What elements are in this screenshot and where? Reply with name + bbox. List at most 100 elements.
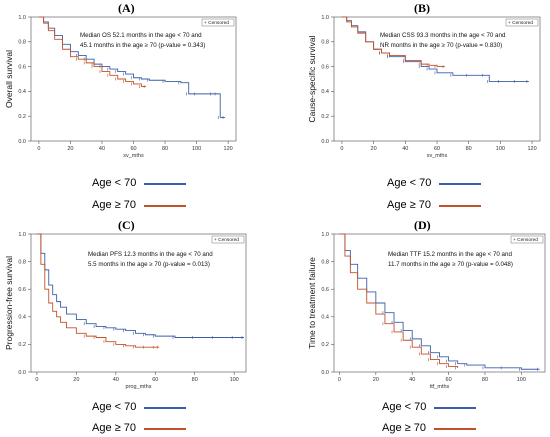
x-tick-label: 60: [152, 377, 158, 383]
x-tick-label: 60: [446, 377, 452, 383]
legend-d-over70-swatch: [433, 427, 476, 430]
legend-a-under70-label: Age < 70: [92, 177, 137, 189]
x-tick-label: 20: [67, 146, 73, 152]
km-chart-c: 0.0 0.2 0.4 0.6 0.8 1.0 0 20 40 60 80 100 prog_mths P…: [4, 232, 247, 390]
km-chart-b: 0.0 0.2 0.4 0.6 0.8 1.0 0 20 40 60 80 100 120 sv_mths…: [307, 15, 541, 159]
y-axis-label: Time to treatment failure: [307, 257, 317, 349]
legend-b-over70-label: Age ≥ 70: [387, 199, 431, 211]
y-tick-label: 1.0: [321, 15, 329, 21]
x-tick-label: 80: [482, 377, 488, 383]
x-tick-label: 0: [37, 146, 40, 152]
y-tick-label: 0.6: [321, 64, 329, 70]
x-tick-label: 40: [99, 146, 105, 152]
y-tick-label: 0.0: [18, 370, 26, 376]
y-tick-label: 0.4: [18, 315, 26, 321]
legend-d-under70: Age < 70: [382, 401, 477, 413]
panel-a-label: (A): [118, 1, 135, 15]
y-tick-label: 1.0: [18, 232, 26, 238]
x-tick-label: 60: [130, 146, 136, 152]
legend-c-under70-label: Age < 70: [92, 401, 137, 413]
censored-key-label: + Censored: [214, 237, 239, 243]
median-note-line-2: 5.5 months in the age ≥ 70 (p-value = 0.…: [88, 261, 210, 268]
legend-a-over70-label: Age ≥ 70: [92, 199, 136, 211]
panel-d-label: (D): [414, 218, 431, 232]
legend-c-under70-swatch: [144, 406, 187, 409]
legend-b-over70: Age ≥ 70: [387, 200, 481, 211]
median-note-line-2: NR months in the age ≥ 70 (p-value = 0.8…: [380, 42, 502, 49]
y-tick-label: 0.4: [18, 89, 26, 95]
x-tick-label: 20: [373, 377, 379, 383]
y-tick-label: 0.0: [321, 370, 329, 376]
km-curve-over70: [341, 16, 445, 68]
legend-a-over70: Age ≥ 70: [92, 200, 186, 211]
median-note-line-1: Median CSS 93.3 months in the age < 70 a…: [380, 32, 506, 39]
x-tick-label: 20: [73, 377, 79, 383]
legend-c-under70: Age < 70: [92, 401, 187, 413]
legend-d-over70-label: Age ≥ 70: [382, 422, 426, 434]
x-axis-label: sv_mths: [427, 153, 448, 159]
plot-frame: [30, 233, 247, 373]
y-tick-label: 1.0: [321, 232, 329, 238]
km-chart-d: 0.0 0.2 0.4 0.6 0.8 1.0 0 20 40 60 80 100 ttf_mths Ti…: [307, 232, 546, 390]
y-axis-label: Progression-free survival: [4, 256, 14, 350]
km-curve-over70: [36, 233, 160, 348]
legend-b-over70-swatch: [438, 204, 481, 207]
x-tick-label: 100: [230, 377, 239, 383]
y-tick-label: 0.8: [18, 40, 26, 46]
y-tick-label: 0.6: [18, 287, 26, 293]
x-tick-label: 100: [496, 146, 505, 152]
y-tick-label: 1.0: [18, 15, 26, 21]
censored-key: + Censored: [201, 18, 235, 27]
y-axis-label: Overall survival: [4, 50, 14, 108]
censored-key-label: + Censored: [508, 20, 533, 26]
km-curve-over70: [38, 16, 147, 87]
censored-key-box: [505, 18, 539, 27]
censored-key-box: [211, 235, 245, 244]
median-note-line-1: Median PFS 12.3 months in the age < 70 a…: [88, 251, 213, 258]
legend-d-under70-swatch: [434, 406, 477, 409]
legend-c-over70: Age ≥ 70: [92, 423, 186, 434]
median-note-line-1: Median TTF 15.2 months in the age < 70 a…: [388, 251, 512, 258]
legend-a-over70-swatch: [143, 204, 186, 207]
x-tick-label: 100: [517, 377, 526, 383]
y-tick-label: 0.8: [321, 259, 329, 265]
y-tick-label: 0.6: [321, 287, 329, 293]
y-tick-label: 0.8: [18, 259, 26, 265]
y-tick-label: 0.4: [321, 89, 329, 95]
censored-key-label: + Censored: [204, 20, 229, 26]
x-tick-label: 120: [527, 146, 536, 152]
censored-key-box: [510, 235, 544, 244]
x-tick-label: 100: [192, 146, 201, 152]
y-tick-label: 0.6: [18, 64, 26, 70]
legend-c-over70-swatch: [143, 427, 186, 430]
legend-b-under70: Age < 70: [387, 178, 482, 189]
legend-a-under70: Age < 70: [92, 177, 187, 189]
median-note-line-1: Median OS 52.1 months in the age < 70 an…: [80, 32, 202, 39]
x-tick-label: 80: [162, 146, 168, 152]
legend-d-under70-label: Age < 70: [382, 401, 427, 413]
median-note-line-2: 11.7 months in the age ≥ 70 (p-value = 0…: [388, 261, 513, 268]
x-tick-label: 120: [224, 146, 233, 152]
x-axis-label: ttf_mths: [430, 384, 450, 390]
km-curve-under70: [38, 16, 225, 118]
x-tick-label: 0: [340, 146, 343, 152]
y-tick-label: 0.0: [18, 139, 26, 145]
y-tick-label: 0.4: [321, 315, 329, 321]
x-tick-label: 40: [402, 146, 408, 152]
x-tick-label: 0: [35, 377, 38, 383]
censored-key-box: [201, 18, 235, 27]
y-tick-label: 0.2: [18, 342, 26, 348]
plot-frame: [333, 16, 541, 142]
plot-frame: [30, 16, 237, 142]
y-tick-label: 0.0: [321, 139, 329, 145]
km-chart-a: 0.0 0.2 0.4 0.6 0.8 1.0 0 20 40 60 80 100 120 sv_mths…: [4, 15, 237, 159]
legend-c-over70-label: Age ≥ 70: [92, 422, 136, 434]
panel-c-label: (C): [118, 218, 135, 232]
x-tick-label: 20: [371, 146, 377, 152]
y-tick-label: 0.2: [18, 114, 26, 120]
median-note-line-2: 45.1 months in the age ≥ 70 (p-value = 0…: [80, 42, 205, 49]
legend-d-over70: Age ≥ 70: [382, 423, 476, 434]
km-curve-under70: [36, 233, 245, 338]
y-axis-label: Cause-specific survival: [307, 35, 317, 122]
legend-a-under70-swatch: [144, 182, 187, 185]
